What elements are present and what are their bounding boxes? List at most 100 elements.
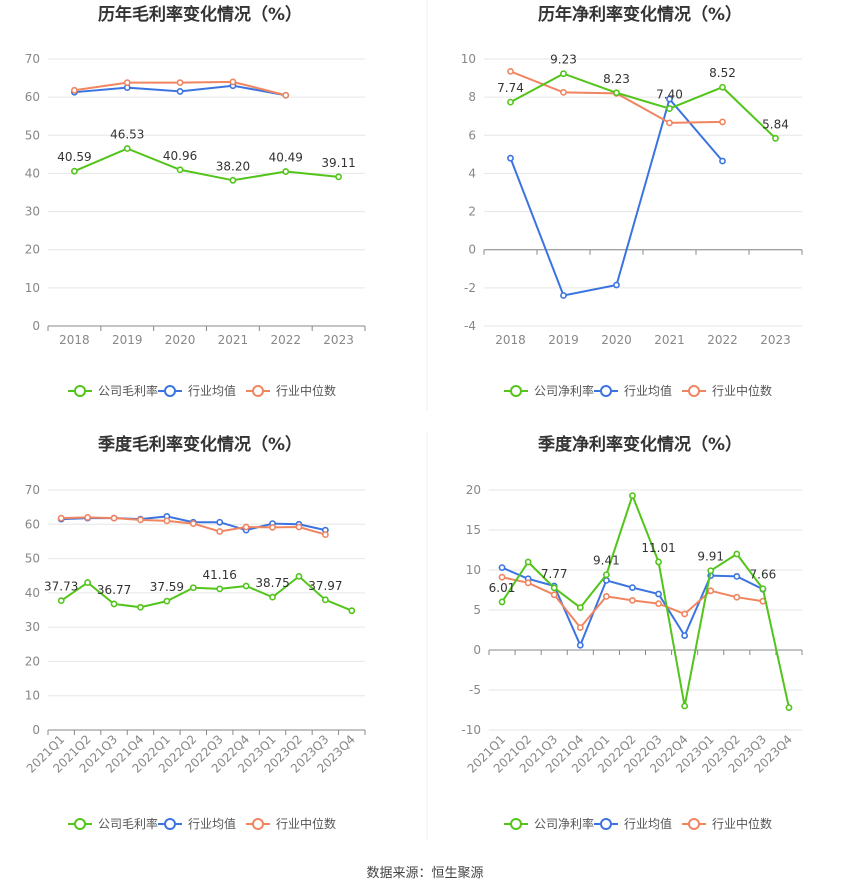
data-point — [498, 573, 506, 581]
data-point — [666, 95, 673, 103]
data-point — [321, 531, 329, 538]
y-tick-label: -5 — [469, 683, 481, 697]
data-point — [719, 118, 726, 126]
data-label: 7.74 — [497, 81, 524, 95]
data-point — [229, 78, 237, 86]
chart-panel-3: 季度毛利率变化情况（%）0102030405060702021Q12021Q22… — [24, 434, 366, 831]
data-point — [560, 70, 567, 78]
y-tick-label: 40 — [25, 586, 40, 600]
y-tick-label: 6 — [468, 128, 476, 142]
y-tick-label: 50 — [25, 128, 40, 142]
data-point — [189, 520, 197, 527]
y-tick-label: 0 — [32, 723, 40, 737]
series-line-1 — [510, 72, 777, 140]
data-label: 9.41 — [593, 554, 620, 568]
y-tick-label: 0 — [468, 243, 476, 257]
data-point — [176, 166, 184, 174]
legend-label: 行业中位数 — [712, 816, 772, 831]
y-tick-label: 10 — [466, 563, 481, 577]
data-point — [216, 528, 224, 535]
legend: 公司净利率 行业均值 行业中位数 — [504, 816, 772, 831]
y-tick-label: 20 — [25, 243, 40, 257]
chart-title: 季度净利率变化情况（%） — [538, 434, 742, 455]
data-point — [189, 584, 197, 592]
data-point — [629, 492, 636, 499]
legend-item-1: 公司净利率 — [504, 383, 594, 398]
chart-title: 历年净利率变化情况（%） — [538, 4, 742, 25]
legend-label: 公司毛利率 — [98, 383, 158, 398]
y-tick-label: 10 — [25, 689, 40, 703]
legend-swatch-marker — [164, 818, 176, 830]
legend: 公司毛利率 行业均值 行业中位数 — [68, 816, 336, 831]
data-point — [602, 571, 610, 579]
y-tick-label: 60 — [25, 517, 40, 531]
y-tick-label: 10 — [25, 281, 40, 295]
data-point — [550, 584, 558, 592]
data-label: 36.77 — [97, 583, 131, 597]
data-point — [282, 91, 290, 99]
x-tick-label: 2021 — [218, 333, 249, 347]
chart-panel-1: 历年毛利率变化情况（%） 0 10 20 30 40 50 60 70 2018 2019 2020 2… — [25, 4, 366, 398]
data-point — [550, 591, 558, 599]
data-point — [137, 516, 144, 524]
legend-label: 行业中位数 — [712, 383, 772, 398]
y-tick-label: -10 — [461, 723, 481, 737]
y-tick-label: 8 — [468, 90, 476, 104]
chart-title: 季度毛利率变化情况（%） — [98, 434, 302, 455]
data-point — [176, 79, 184, 87]
legend-label: 行业均值 — [188, 816, 236, 831]
data-label: 7.66 — [750, 568, 777, 582]
x-tick-label: 2020 — [165, 333, 196, 347]
data-point — [335, 173, 342, 181]
series-line-1 — [74, 147, 339, 182]
legend-item-2: 行业均值 — [594, 816, 672, 831]
y-tick-label: 20 — [25, 654, 40, 668]
data-label: 46.53 — [110, 128, 144, 142]
x-tick-label: 2019 — [548, 333, 579, 347]
data-point — [163, 517, 171, 525]
data-point — [110, 600, 118, 608]
legend-label: 公司净利率 — [534, 383, 594, 398]
y-tick-label: 50 — [25, 552, 40, 566]
x-tick-label: 2021 — [654, 333, 685, 347]
data-point — [216, 585, 224, 593]
data-point — [57, 597, 65, 605]
chart-title: 历年毛利率变化情况（%） — [98, 4, 302, 25]
y-tick-label: 0 — [473, 643, 481, 657]
data-label: 40.96 — [163, 149, 197, 163]
data-point — [295, 523, 303, 531]
legend-item-3: 行业中位数 — [246, 816, 336, 831]
data-point — [524, 558, 532, 566]
data-label: 6.01 — [489, 581, 516, 595]
data-label: 37.73 — [44, 580, 78, 594]
legend-swatch-marker — [688, 818, 700, 830]
series-line-1 — [60, 575, 353, 612]
data-label: 9.23 — [550, 53, 577, 67]
data-point — [84, 514, 92, 521]
data-point — [348, 607, 356, 615]
data-point — [655, 600, 662, 607]
data-point — [707, 567, 715, 575]
data-point — [498, 598, 506, 606]
data-point — [733, 573, 741, 580]
data-point — [507, 154, 514, 162]
data-point — [110, 514, 118, 522]
data-label: 8.52 — [709, 66, 736, 80]
data-point — [613, 89, 620, 97]
legend-swatch-marker — [510, 385, 522, 397]
legend-swatch-marker — [688, 385, 700, 397]
data-point — [681, 702, 689, 710]
data-point — [733, 593, 741, 601]
legend-item-3: 行业中位数 — [682, 383, 772, 398]
series-line-2 — [509, 96, 724, 297]
data-point — [269, 593, 276, 601]
data-point — [123, 79, 131, 87]
legend-label: 行业中位数 — [276, 383, 336, 398]
x-tick-label: 2020 — [601, 333, 632, 347]
data-label: 37.59 — [150, 580, 184, 594]
data-point — [655, 590, 662, 598]
data-point — [229, 176, 237, 184]
data-point — [785, 704, 793, 711]
data-point — [629, 584, 636, 591]
data-point — [123, 145, 131, 152]
